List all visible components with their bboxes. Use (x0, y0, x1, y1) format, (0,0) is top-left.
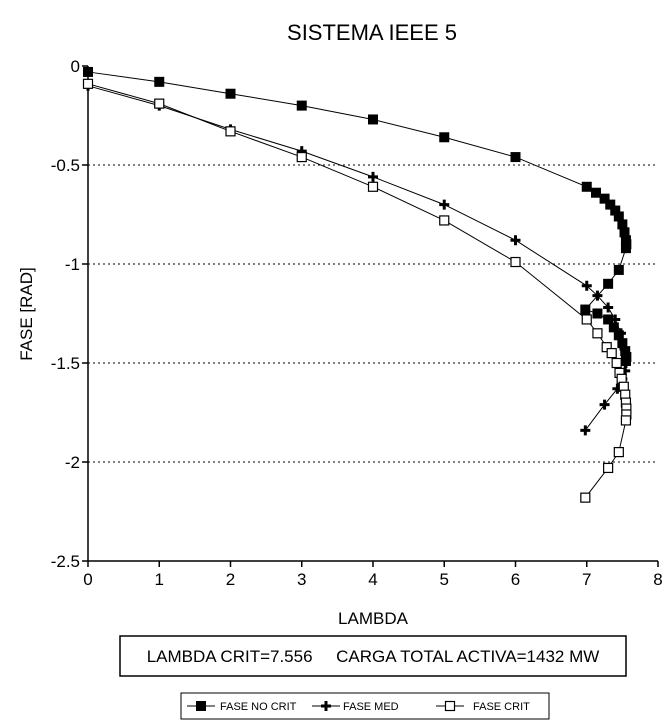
data-point (613, 211, 624, 222)
series-fase-no-crit (83, 66, 632, 367)
data-point (611, 357, 622, 369)
series-line (87, 85, 627, 431)
legend-item-fase-no-crit: FASE NO CRIT (187, 701, 297, 713)
data-point (581, 314, 592, 325)
data-point (439, 215, 450, 226)
data-point (510, 235, 521, 246)
data-point (610, 205, 621, 216)
x-tick-label: 1 (155, 570, 164, 589)
data-point (620, 243, 631, 254)
data-point (581, 181, 592, 192)
y-tick-label: -2.5 (51, 552, 80, 571)
data-point (225, 126, 236, 137)
data-point (367, 181, 379, 192)
series-line (87, 71, 627, 362)
data-point (154, 98, 165, 109)
legend-label: FASE MED (343, 701, 399, 713)
data-point (610, 314, 621, 325)
x-axis-label: LAMBDA (338, 609, 409, 628)
data-point (580, 425, 591, 436)
y-tick-label: -0.5 (51, 156, 80, 175)
data-point (599, 193, 610, 204)
x-tick-label: 5 (440, 570, 449, 589)
data-point (613, 264, 624, 275)
y-axis-label: FASE [RAD] (17, 267, 36, 361)
data-point (619, 344, 630, 355)
x-tick-label: 3 (297, 570, 306, 589)
x-tick-label: 8 (653, 570, 662, 589)
data-point (605, 199, 616, 210)
data-point (619, 227, 630, 238)
data-point (603, 302, 614, 313)
series-fase-med (83, 80, 631, 436)
data-point (439, 199, 450, 210)
data-point (603, 278, 614, 289)
legend-item-fase-med: FASE MED (312, 701, 399, 713)
series-line (87, 83, 627, 498)
data-point (592, 308, 603, 319)
legend-marker (444, 700, 456, 712)
chart-title: SISTEMA IEEE 5 (287, 20, 457, 45)
data-point (606, 348, 617, 359)
data-point (368, 171, 378, 182)
y-tick-label: -1.5 (51, 354, 80, 373)
data-point (591, 187, 602, 198)
data-point (613, 330, 624, 341)
x-tick-label: 2 (226, 570, 235, 589)
data-point (580, 492, 591, 503)
data-point (592, 290, 603, 301)
legend-label: FASE CRIT (473, 701, 530, 713)
data-point (154, 76, 165, 87)
data-point (613, 447, 624, 458)
data-point (296, 100, 307, 111)
x-tick-label: 6 (511, 570, 520, 589)
data-point (603, 314, 614, 325)
data-point (225, 88, 236, 99)
legend-box (180, 692, 550, 720)
info-box-text: LAMBDA CRIT=7.556 CARGA TOTAL ACTIVA=143… (147, 647, 600, 666)
data-point (368, 114, 378, 125)
data-point (580, 304, 591, 315)
data-point (82, 78, 94, 89)
grid-layer (88, 164, 658, 463)
legend-marker (321, 701, 331, 711)
legend-marker (196, 701, 206, 711)
axes-layer: 0-0.5-1-1.5-2-2.50 1 2 3 4 5 6 7 8 (51, 57, 663, 589)
y-tick-label: 0 (71, 57, 80, 76)
y-tick-label: -2 (65, 453, 80, 472)
data-point (615, 328, 626, 339)
x-tick-label: 4 (368, 570, 377, 589)
info-box (119, 635, 627, 677)
data-point (439, 132, 450, 143)
data-point (83, 66, 93, 77)
legend-item-fase-crit: FASE CRIT (436, 700, 530, 713)
data-point (592, 328, 603, 339)
data-point (599, 399, 610, 410)
series-fase-crit (82, 78, 632, 503)
data-point (296, 151, 307, 163)
legend-label: FASE NO CRIT (220, 701, 297, 713)
data-point (603, 462, 614, 474)
data-point (617, 219, 628, 230)
data-point (620, 415, 632, 426)
data-point (581, 280, 592, 291)
x-tick-label: 0 (83, 570, 92, 589)
y-tick-label: -1 (65, 255, 80, 274)
data-point (510, 256, 521, 268)
x-tick-label: 7 (582, 570, 591, 589)
data-point (608, 322, 619, 333)
series-layer (82, 66, 632, 503)
data-point (510, 152, 521, 163)
legend: FASE NO CRIT FASE MED FASE CRIT (187, 700, 530, 713)
data-point (617, 338, 628, 349)
